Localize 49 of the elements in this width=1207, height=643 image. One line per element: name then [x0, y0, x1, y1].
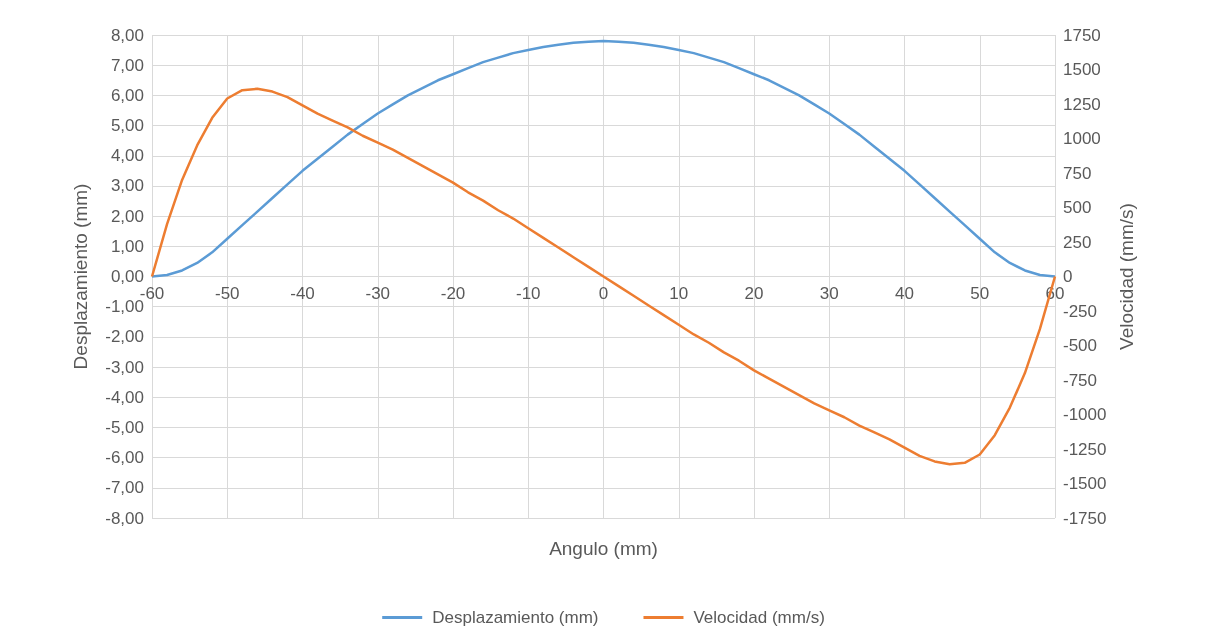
y2-tick-label: -1250: [1063, 439, 1107, 459]
legend-label: Desplazamiento (mm): [432, 608, 599, 627]
y2-tick-label: -750: [1063, 370, 1098, 390]
y2-tick-label: 0: [1063, 267, 1073, 286]
x-tick-label: -20: [440, 283, 466, 303]
y2-tick-label: 1500: [1063, 60, 1101, 79]
y2-axis-title: Velocidad (mm/s): [1116, 203, 1138, 350]
y-tick-label: 8,00: [110, 25, 144, 45]
y2-tick-label: 250: [1063, 232, 1092, 252]
y-tick-label: -3,00: [105, 357, 144, 377]
y-tick-label: -6,00: [105, 448, 144, 468]
x-tick-label: -30: [365, 283, 391, 303]
y2-tick-label: -500: [1063, 336, 1098, 355]
y-tick-label: -5,00: [105, 417, 144, 437]
line-series: [150, 39, 1057, 278]
y-tick-label: 3,00: [110, 176, 144, 196]
y-tick-label: 5,00: [110, 116, 144, 136]
y-tick-label: 4,00: [110, 146, 144, 166]
y-tick-label: 1,00: [110, 236, 144, 256]
y2-tick-label: 1250: [1063, 94, 1101, 114]
y-tick-label: -4,00: [105, 387, 144, 407]
y-tick-label: 7,00: [110, 55, 144, 75]
y-tick-label: -8,00: [105, 508, 144, 528]
y2-tick-label: -1750: [1063, 508, 1107, 528]
y-tick-label: -2,00: [105, 327, 144, 347]
x-tick-label: 10: [669, 283, 689, 303]
y-tick-label: 0,00: [110, 267, 144, 286]
x-tick-label: -10: [515, 283, 541, 303]
x-axis-title: Angulo (mm): [549, 537, 658, 559]
y-axis-title: Desplazamiento (mm): [70, 183, 91, 370]
y2-tick-label: 1750: [1063, 25, 1101, 45]
y-tick-label: 2,00: [110, 206, 144, 226]
y2-tick-label: -1000: [1063, 405, 1107, 424]
x-tick-label: 40: [895, 283, 914, 303]
x-tick-label: 0: [598, 283, 609, 303]
y2-tick-label: -1500: [1063, 474, 1107, 493]
y-tick-label: -1,00: [105, 297, 144, 317]
y2-tick-label: 1000: [1063, 129, 1101, 148]
x-tick-label: -50: [214, 283, 240, 303]
x-tick-label: 20: [744, 283, 764, 303]
x-tick-label: 30: [819, 283, 839, 303]
y2-tick-label: 500: [1063, 198, 1092, 217]
x-tick-label: -40: [290, 283, 315, 303]
legend-label: Velocidad (mm/s): [693, 608, 825, 627]
y2-tick-label: -250: [1063, 301, 1098, 321]
y-tick-label: 6,00: [110, 85, 144, 105]
y2-tick-label: 750: [1063, 163, 1092, 183]
x-tick-label: 50: [970, 283, 990, 303]
y-tick-label: -7,00: [105, 478, 144, 498]
